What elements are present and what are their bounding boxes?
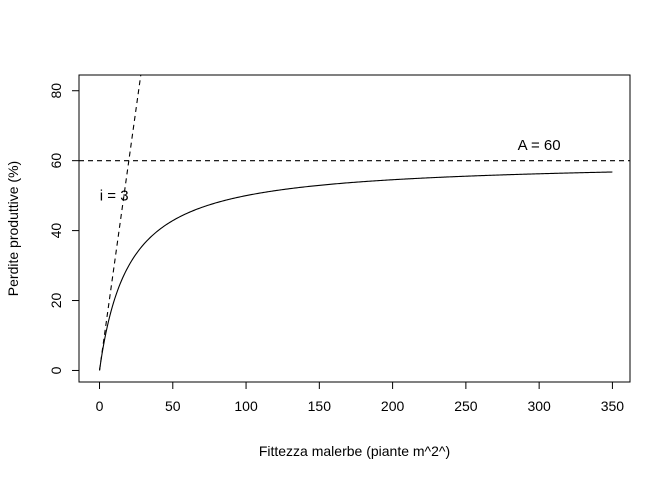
y-tick-label: 0 bbox=[48, 366, 64, 374]
chart-curves bbox=[79, 75, 630, 371]
y-axis-label: Perdite produttive (%) bbox=[5, 161, 21, 296]
x-tick-label: 350 bbox=[601, 398, 625, 414]
chart-annotation: i = 3 bbox=[100, 188, 129, 205]
x-tick-label: 250 bbox=[454, 398, 478, 414]
x-tick-label: 200 bbox=[381, 398, 405, 414]
y-axis: 0 20 40 60 80 bbox=[48, 83, 80, 374]
y-tick-label: 80 bbox=[48, 83, 64, 99]
y-tick-label: 20 bbox=[48, 293, 64, 309]
chart-annotation: A = 60 bbox=[518, 137, 561, 154]
y-tick-label: 60 bbox=[48, 153, 64, 169]
x-tick-label: 300 bbox=[527, 398, 551, 414]
chart-annotations: i = 3 A = 60 bbox=[100, 137, 561, 205]
x-axis-label: Fittezza malerbe (piante m^2^) bbox=[259, 443, 450, 459]
x-tick-label: 100 bbox=[234, 398, 258, 414]
yield-loss-curve bbox=[98, 171, 613, 371]
x-tick-label: 50 bbox=[165, 398, 181, 414]
initial-slope-line bbox=[98, 75, 142, 371]
x-tick-label: 150 bbox=[308, 398, 332, 414]
x-tick-label: 0 bbox=[96, 398, 104, 414]
y-tick-label: 40 bbox=[48, 223, 64, 239]
x-axis: 0 50 100 150 200 250 300 350 bbox=[96, 381, 625, 414]
